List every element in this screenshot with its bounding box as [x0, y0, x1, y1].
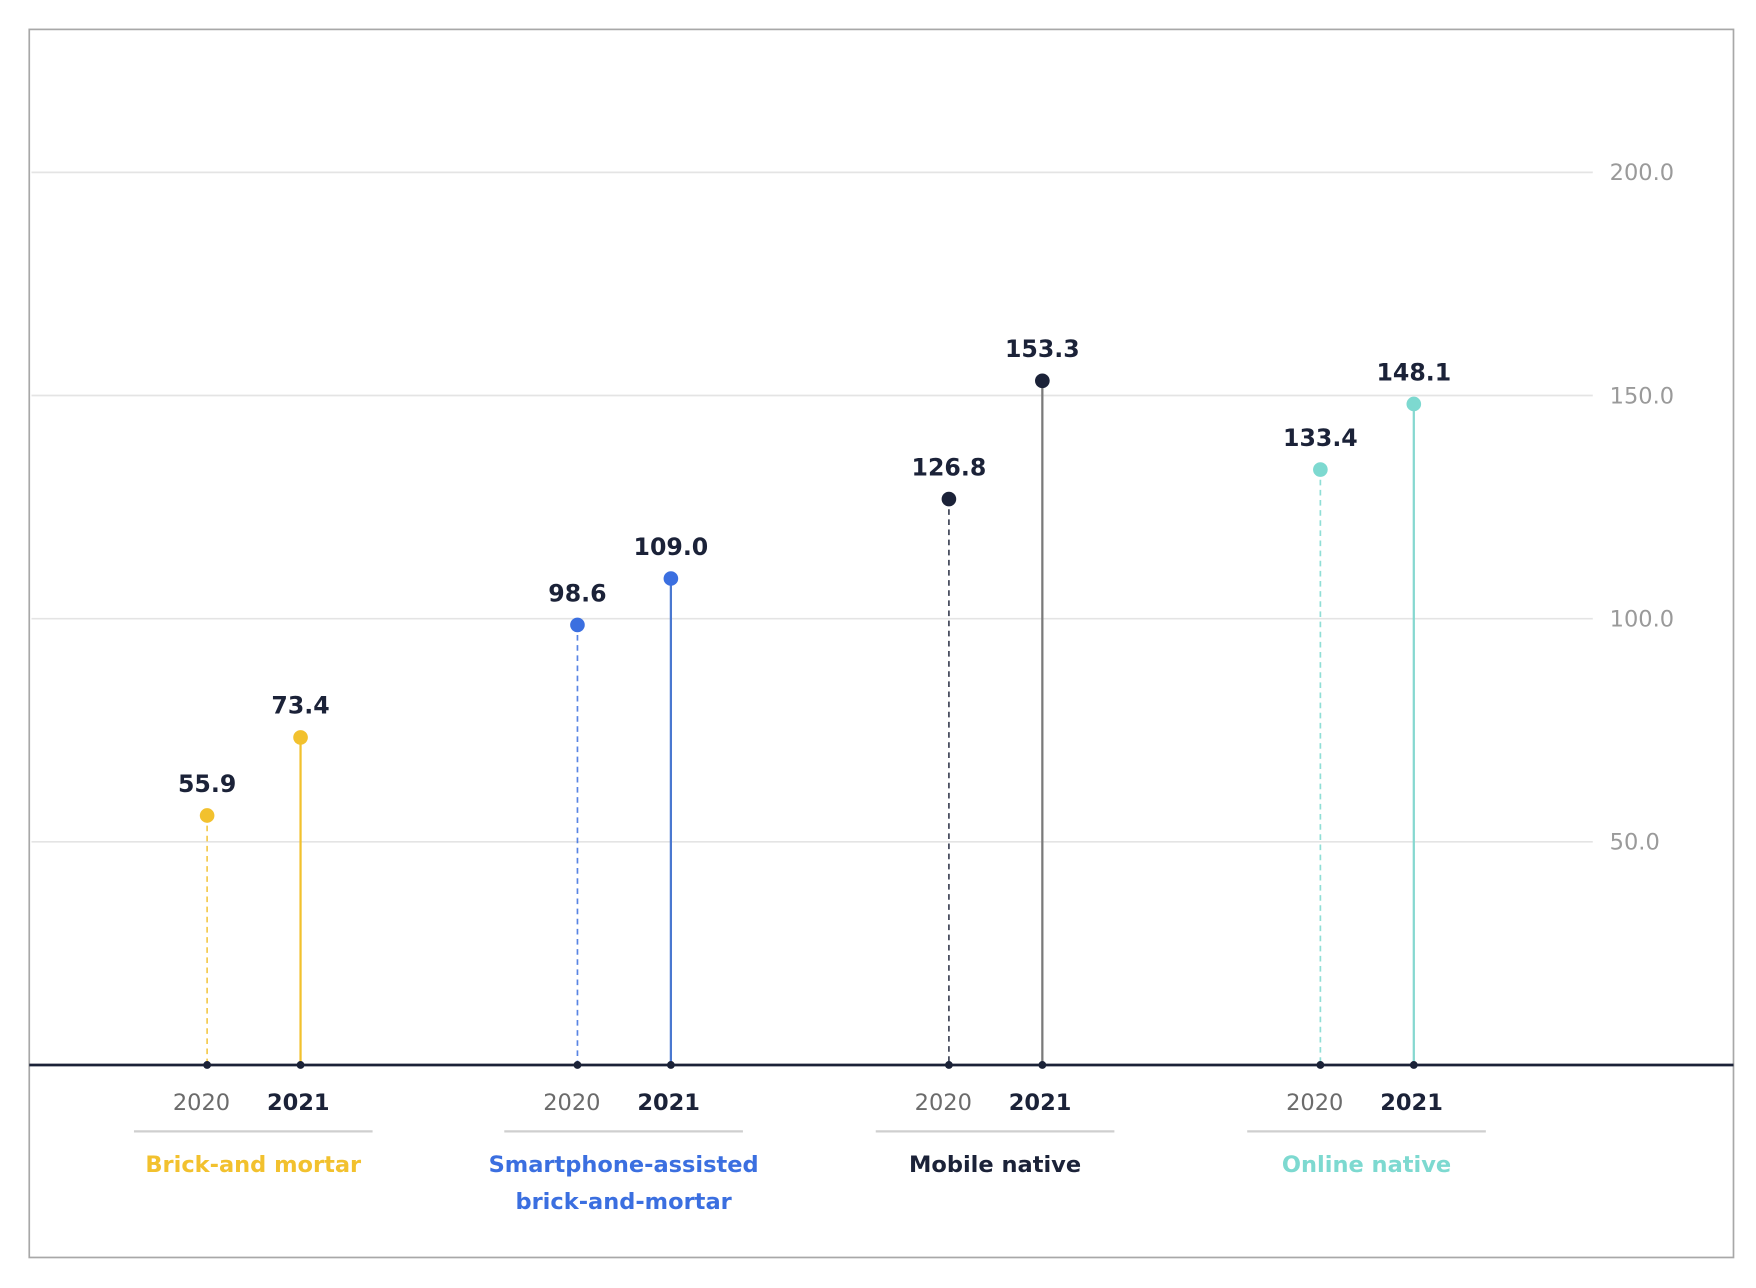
data-label: 133.4: [1283, 424, 1358, 452]
data-label: 109.0: [634, 533, 709, 561]
data-point: [663, 571, 679, 586]
data-point: [941, 491, 957, 507]
data-point: [1406, 396, 1422, 412]
y-tick-label: 50.0: [1610, 830, 1660, 856]
category-label: Smartphone-assisted: [489, 1152, 759, 1178]
year-label: 2020: [543, 1090, 600, 1116]
year-label: 2020: [173, 1090, 230, 1116]
data-point: [199, 808, 215, 823]
data-label: 73.4: [271, 692, 329, 720]
data-label: 148.1: [1376, 358, 1451, 386]
data-point: [570, 617, 585, 633]
year-label: 2021: [267, 1090, 330, 1116]
chart-frame: [28, 28, 1735, 1259]
year-label: 2021: [1009, 1090, 1072, 1116]
y-tick-label: 150.0: [1610, 383, 1674, 409]
category-label: Online native: [1282, 1152, 1451, 1178]
data-label: 126.8: [912, 453, 987, 481]
y-tick-label: 200.0: [1610, 160, 1674, 186]
year-label: 2020: [1286, 1090, 1343, 1116]
data-label: 98.6: [548, 579, 606, 607]
category-label: Mobile native: [909, 1152, 1081, 1178]
data-point: [1313, 462, 1328, 477]
y-tick-label: 100.0: [1610, 607, 1674, 633]
year-label: 2020: [915, 1090, 972, 1116]
data-point: [1035, 373, 1050, 389]
category-label: Brick-and mortar: [145, 1152, 362, 1178]
category-label: brick-and-mortar: [515, 1189, 732, 1215]
data-label: 153.3: [1005, 335, 1080, 363]
data-point: [293, 730, 308, 745]
data-label: 55.9: [178, 770, 236, 798]
year-label: 2021: [1380, 1090, 1443, 1116]
year-label: 2021: [637, 1090, 700, 1116]
